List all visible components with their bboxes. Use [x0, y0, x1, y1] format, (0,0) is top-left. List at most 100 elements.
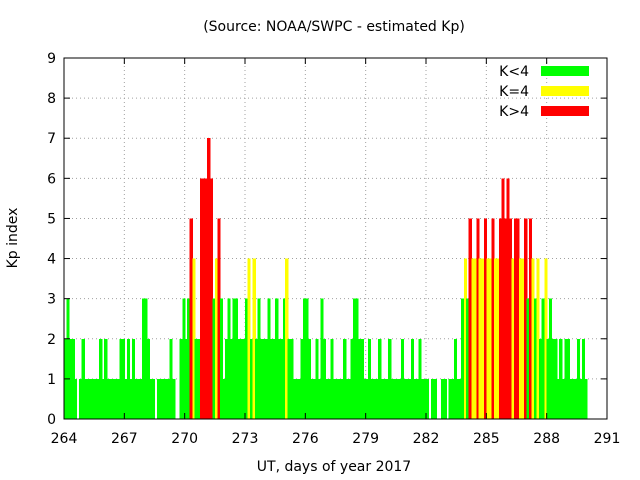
kp-bar [237, 338, 241, 419]
x-tick-label: 279 [352, 431, 379, 447]
kp-bar [302, 298, 307, 419]
kp-bar [101, 378, 105, 419]
kp-bar [131, 338, 136, 419]
kp-bar [219, 298, 223, 419]
kp-bar [71, 338, 75, 419]
kp-bar [317, 378, 321, 419]
kp-bar [423, 378, 427, 419]
kp-bar [146, 338, 150, 419]
kp-bar [149, 378, 153, 419]
kp-bar [323, 338, 327, 419]
kp-bar [144, 298, 148, 419]
y-tick-label: 8 [47, 91, 56, 107]
kp-bar [222, 378, 226, 419]
kp-bar [285, 258, 289, 419]
kp-bar [280, 338, 284, 419]
legend-label: K=4 [499, 84, 529, 100]
y-tick-label: 1 [47, 372, 56, 388]
kp-bar [561, 378, 565, 419]
kp-bar [257, 298, 261, 419]
y-tick-label: 0 [47, 412, 56, 428]
kp-bar [86, 378, 90, 419]
legend-swatch [541, 66, 589, 76]
kp-bar [270, 338, 274, 419]
kp-bar [265, 338, 269, 419]
kp-bar [252, 258, 256, 419]
kp-bar [234, 298, 239, 419]
kp-bar [388, 338, 392, 419]
kp-bar [156, 378, 161, 419]
kp-bar [365, 378, 369, 419]
kp-bar [172, 378, 176, 419]
kp-bar [493, 258, 498, 419]
kp-bar [79, 378, 83, 419]
kp-bar [539, 338, 543, 419]
kp-bar [584, 378, 588, 419]
x-tick-label: 282 [413, 431, 440, 447]
kp-bar [518, 258, 523, 419]
kp-bar [375, 378, 379, 419]
kp-bar [506, 178, 510, 419]
kp-bar [202, 178, 206, 419]
kp-bar [353, 298, 357, 419]
kp-bar [473, 258, 477, 419]
kp-bar [546, 338, 550, 419]
kp-bar [363, 378, 367, 419]
kp-bar [166, 378, 171, 419]
kp-bar [360, 338, 364, 419]
legend-label: K<4 [499, 64, 529, 80]
kp-bar [111, 378, 115, 419]
kp-bar [267, 298, 271, 419]
kp-bar [312, 378, 317, 419]
kp-bar [260, 338, 264, 419]
kp-bar [549, 298, 553, 419]
kp-bar [297, 378, 301, 419]
kp-bar [483, 218, 488, 419]
kp-bar [295, 378, 299, 419]
kp-bar [340, 378, 344, 419]
y-tick-label: 6 [47, 171, 56, 187]
kp-bar [468, 218, 472, 419]
kp-bar [277, 338, 281, 419]
kp-bar [209, 178, 213, 419]
kp-bar [408, 378, 412, 419]
kp-bar [456, 378, 460, 419]
kp-bar [373, 378, 377, 419]
kp-bar [325, 378, 329, 419]
kp-bar [420, 378, 425, 419]
kp-bar [94, 378, 98, 419]
kp-bar [207, 138, 211, 419]
kp-bar [531, 258, 535, 419]
kp-bar [74, 378, 78, 419]
kp-bar [229, 338, 234, 419]
kp-bar [109, 378, 113, 419]
x-tick-label: 285 [473, 431, 500, 447]
kp-bar [405, 378, 409, 419]
kp-bar [217, 218, 221, 419]
kp-bar [81, 338, 85, 419]
kp-bar [498, 218, 502, 419]
kp-bar [528, 218, 533, 419]
legend: K<4 K=4 K>4 [499, 64, 589, 120]
kp-bar [337, 378, 342, 419]
kp-bar [310, 378, 314, 419]
kp-bar [491, 218, 495, 419]
kp-bar [448, 378, 452, 419]
kp-bar [415, 378, 420, 419]
kp-bar [393, 378, 397, 419]
kp-bar [413, 378, 417, 419]
kp-bar [400, 338, 404, 419]
kp-bar [524, 218, 528, 419]
kp-bar [390, 378, 394, 419]
kp-bar [433, 378, 437, 419]
kp-bar [89, 378, 93, 419]
kp-bar [441, 378, 445, 419]
kp-bar [139, 378, 143, 419]
y-tick-label: 5 [47, 211, 56, 227]
kp-bar [410, 338, 415, 419]
kp-bar [426, 378, 430, 419]
kp-bar [272, 338, 276, 419]
kp-bar [569, 378, 573, 419]
kp-bar [511, 258, 515, 419]
kp-bar [574, 378, 578, 419]
